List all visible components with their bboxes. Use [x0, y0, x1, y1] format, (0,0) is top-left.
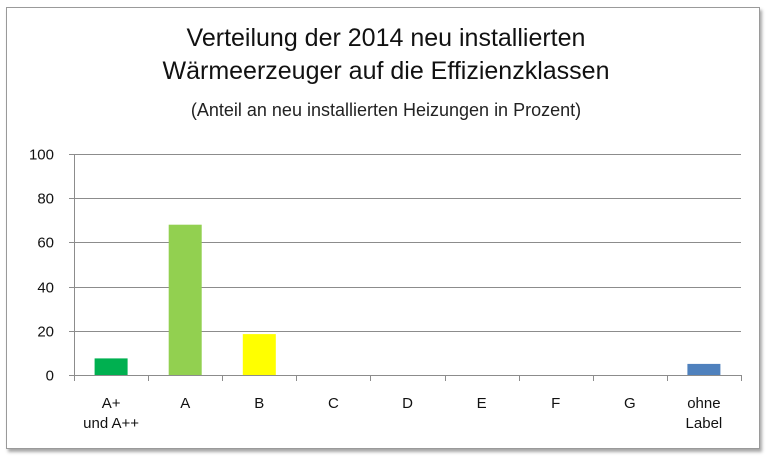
chart-title: Verteilung der 2014 neu installierten Wä…: [0, 22, 772, 88]
x-category-label: E: [477, 395, 487, 412]
x-category-label: A+: [102, 395, 121, 412]
x-category-label: F: [551, 395, 560, 412]
x-category-label: D: [402, 395, 413, 412]
x-category-label: C: [328, 395, 339, 412]
x-category-label: Label: [686, 415, 723, 432]
bar-A+-und-A++: [94, 358, 128, 375]
x-category-label: G: [624, 395, 636, 412]
x-category-label: B: [254, 395, 264, 412]
bar-A: [168, 224, 202, 375]
chart-title-line-2: Wärmeerzeuger auf die Effizienzklassen: [162, 57, 610, 85]
y-tick-label: 40: [37, 280, 54, 297]
bar-ohne-Label: [687, 363, 721, 375]
y-tick-label: 60: [37, 235, 54, 252]
y-tick-label: 80: [37, 191, 54, 208]
x-category-label: A: [180, 395, 190, 412]
x-category-label: ohne: [687, 395, 720, 412]
x-category-label: und A++: [83, 415, 139, 432]
y-tick-label: 100: [29, 147, 54, 164]
bar-B: [242, 334, 276, 375]
y-tick-label: 20: [37, 324, 54, 341]
chart-subtitle: (Anteil an neu installierten Heizungen i…: [190, 100, 582, 120]
chart-title-line-1: Verteilung der 2014 neu installierten: [186, 24, 586, 52]
y-tick-label: 0: [46, 368, 54, 385]
